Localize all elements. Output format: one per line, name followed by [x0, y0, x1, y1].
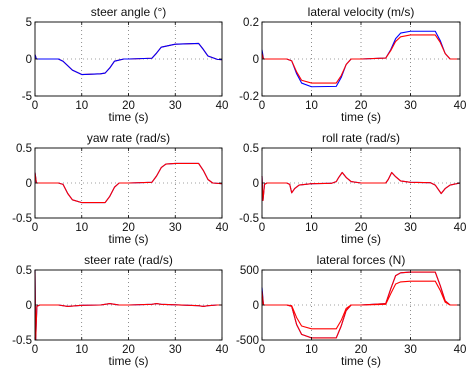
series-line-3 — [261, 280, 460, 330]
x-axis-label: time (s) — [341, 110, 381, 124]
x-axis-label: time (s) — [109, 232, 149, 246]
y-tick-label: 0.5 — [16, 265, 32, 277]
x-tick-label: 40 — [216, 222, 229, 234]
chart-title: lateral forces (N) — [317, 253, 406, 267]
x-tick-label: 40 — [454, 344, 467, 356]
series-line-2 — [34, 162, 223, 204]
chart-title: steer rate (rad/s) — [84, 253, 173, 267]
x-tick-label: 20 — [122, 344, 135, 356]
chart-title: lateral velocity (m/s) — [308, 5, 415, 19]
y-tick-label: 0 — [253, 300, 259, 312]
x-tick-label: 0 — [259, 100, 265, 112]
x-tick-label: 30 — [404, 100, 417, 112]
x-tick-label: 0 — [32, 344, 38, 356]
x-tick-label: 30 — [169, 222, 182, 234]
x-tick-label: 10 — [305, 100, 318, 112]
x-tick-label: 30 — [404, 344, 417, 356]
x-tick-label: 20 — [355, 222, 368, 234]
x-axis-label: time (s) — [109, 110, 149, 124]
y-tick-label: 0.5 — [16, 143, 32, 155]
x-axis-label: time (s) — [341, 232, 381, 246]
x-tick-label: 40 — [216, 344, 229, 356]
x-tick-label: 30 — [404, 222, 417, 234]
y-tick-label: -0.5 — [239, 213, 259, 225]
x-tick-label: 30 — [169, 100, 182, 112]
x-tick-label: 40 — [216, 100, 229, 112]
x-axis-label: time (s) — [109, 354, 149, 368]
series-line-2 — [34, 42, 223, 76]
y-tick-label: -0.5 — [12, 213, 32, 225]
y-tick-label: 0.2 — [243, 17, 259, 29]
y-tick-label: -5 — [22, 91, 32, 103]
x-tick-label: 0 — [32, 100, 38, 112]
y-tick-label: -500 — [236, 335, 259, 347]
y-tick-label: 0 — [253, 54, 259, 66]
series-line-2 — [261, 34, 460, 84]
x-tick-label: 20 — [355, 100, 368, 112]
x-tick-label: 10 — [305, 344, 318, 356]
x-tick-label: 0 — [259, 344, 265, 356]
x-tick-label: 20 — [122, 222, 135, 234]
x-tick-label: 0 — [259, 222, 265, 234]
x-tick-label: 40 — [454, 100, 467, 112]
x-tick-label: 10 — [75, 100, 88, 112]
x-tick-label: 10 — [305, 222, 318, 234]
chart-title: steer angle (°) — [91, 5, 167, 19]
x-tick-label: 20 — [355, 344, 368, 356]
y-tick-label: 5 — [26, 17, 32, 29]
y-tick-label: 0 — [26, 54, 32, 66]
y-tick-label: 500 — [240, 265, 259, 277]
x-axis-label: time (s) — [341, 354, 381, 368]
x-tick-label: 10 — [75, 222, 88, 234]
y-tick-label: -0.2 — [239, 91, 259, 103]
chart-title: roll rate (rad/s) — [322, 131, 400, 145]
x-tick-label: 20 — [122, 100, 135, 112]
x-tick-label: 0 — [32, 222, 38, 234]
y-tick-label: 0 — [26, 178, 32, 190]
y-tick-label: -0.5 — [12, 335, 32, 347]
x-tick-label: 40 — [454, 222, 467, 234]
x-tick-label: 10 — [75, 344, 88, 356]
y-tick-label: 0 — [253, 178, 259, 190]
chart-title: yaw rate (rad/s) — [87, 131, 170, 145]
y-tick-label: 0 — [26, 300, 32, 312]
series-line-2 — [34, 269, 222, 341]
x-tick-label: 30 — [169, 344, 182, 356]
y-tick-label: 0.5 — [243, 143, 259, 155]
series-line-2 — [261, 171, 461, 202]
